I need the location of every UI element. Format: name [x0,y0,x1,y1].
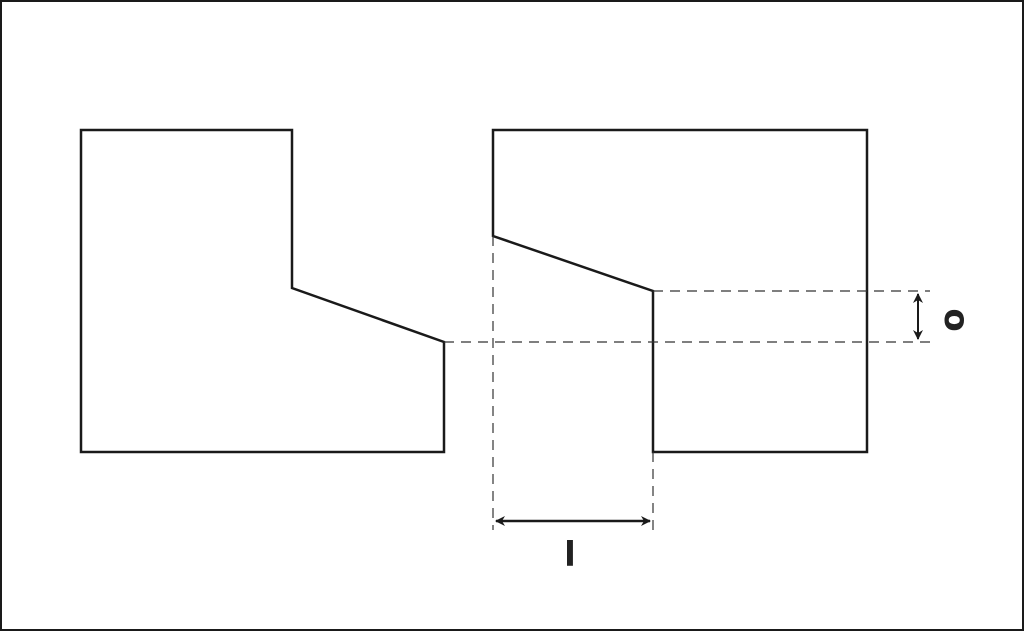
length-label: l [564,535,576,575]
offset-label: o [936,308,976,331]
